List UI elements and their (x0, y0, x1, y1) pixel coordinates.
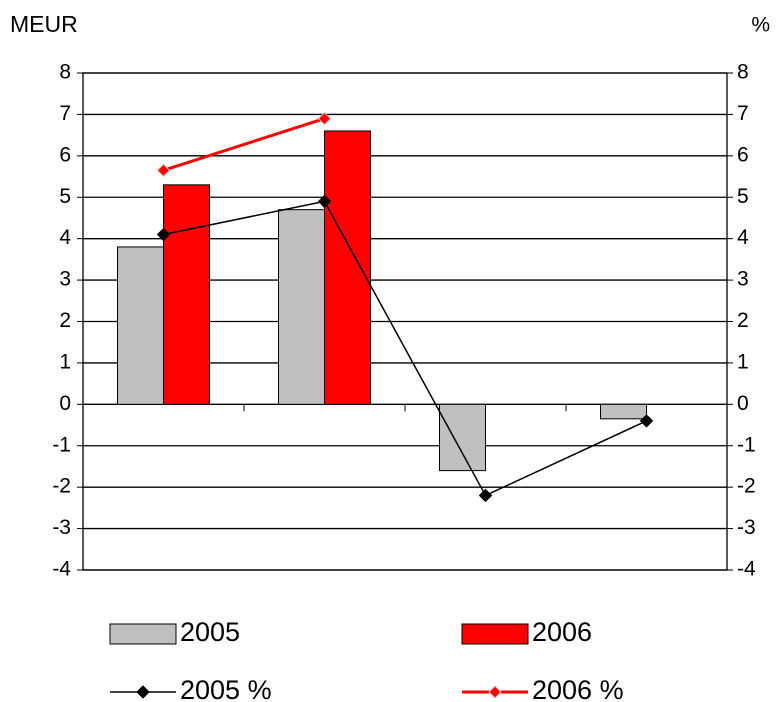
legend-label: 2005 (180, 617, 240, 647)
y-tick-label: 0 (59, 392, 71, 415)
y2-tick-label: -4 (737, 558, 756, 581)
y-tick-label: 3 (59, 268, 71, 291)
line-marker (317, 111, 332, 126)
y-tick-label: 5 (59, 185, 71, 208)
y2-tick-label: 8 (737, 61, 749, 84)
line-marker (156, 163, 171, 178)
bar (439, 403, 486, 472)
y2-tick-label: -1 (737, 433, 756, 456)
y2-tick-label: 6 (737, 143, 749, 166)
y2-tick-label: 4 (737, 226, 749, 249)
line-marker (156, 227, 171, 242)
y-tick-label: 1 (59, 350, 71, 373)
legend-label: 2006 % (532, 675, 624, 702)
legend-swatch (461, 623, 529, 645)
line-marker (478, 488, 493, 503)
bar (117, 246, 164, 405)
y2-tick-label: -3 (737, 516, 756, 539)
legend-swatch (109, 623, 177, 645)
y2-tick-label: 2 (737, 309, 749, 332)
y-tick-label: -2 (52, 475, 71, 498)
legend-marker (488, 685, 502, 699)
y-tick-label: 4 (59, 226, 71, 249)
legend-label: 2005 % (180, 675, 272, 702)
bar (163, 184, 210, 405)
line-marker (317, 194, 332, 209)
bar (324, 130, 371, 405)
y-tick-label: -4 (52, 558, 71, 581)
y-tick-label: 6 (59, 143, 71, 166)
y2-tick-label: 7 (737, 102, 749, 125)
line (163, 200, 647, 497)
y2-tick-label: 3 (737, 268, 749, 291)
y-tick-label: 7 (59, 102, 71, 125)
y-axis-label: MEUR (10, 11, 78, 37)
y2-tick-label: 5 (737, 185, 749, 208)
y-tick-label: -3 (52, 516, 71, 539)
y2-axis-label: % (751, 14, 770, 37)
line-marker (639, 414, 654, 428)
plot-border (82, 72, 728, 571)
bar (278, 209, 325, 405)
y-tick-label: 8 (59, 61, 71, 84)
y2-tick-label: 0 (737, 392, 749, 415)
bar (600, 403, 647, 420)
y2-tick-label: -2 (737, 475, 756, 498)
legend-label: 2006 (532, 617, 592, 647)
line (163, 117, 325, 172)
y-tick-label: -1 (52, 433, 71, 456)
y-tick-label: 2 (59, 309, 71, 332)
y2-tick-label: 1 (737, 350, 749, 373)
legend-marker (136, 685, 150, 699)
